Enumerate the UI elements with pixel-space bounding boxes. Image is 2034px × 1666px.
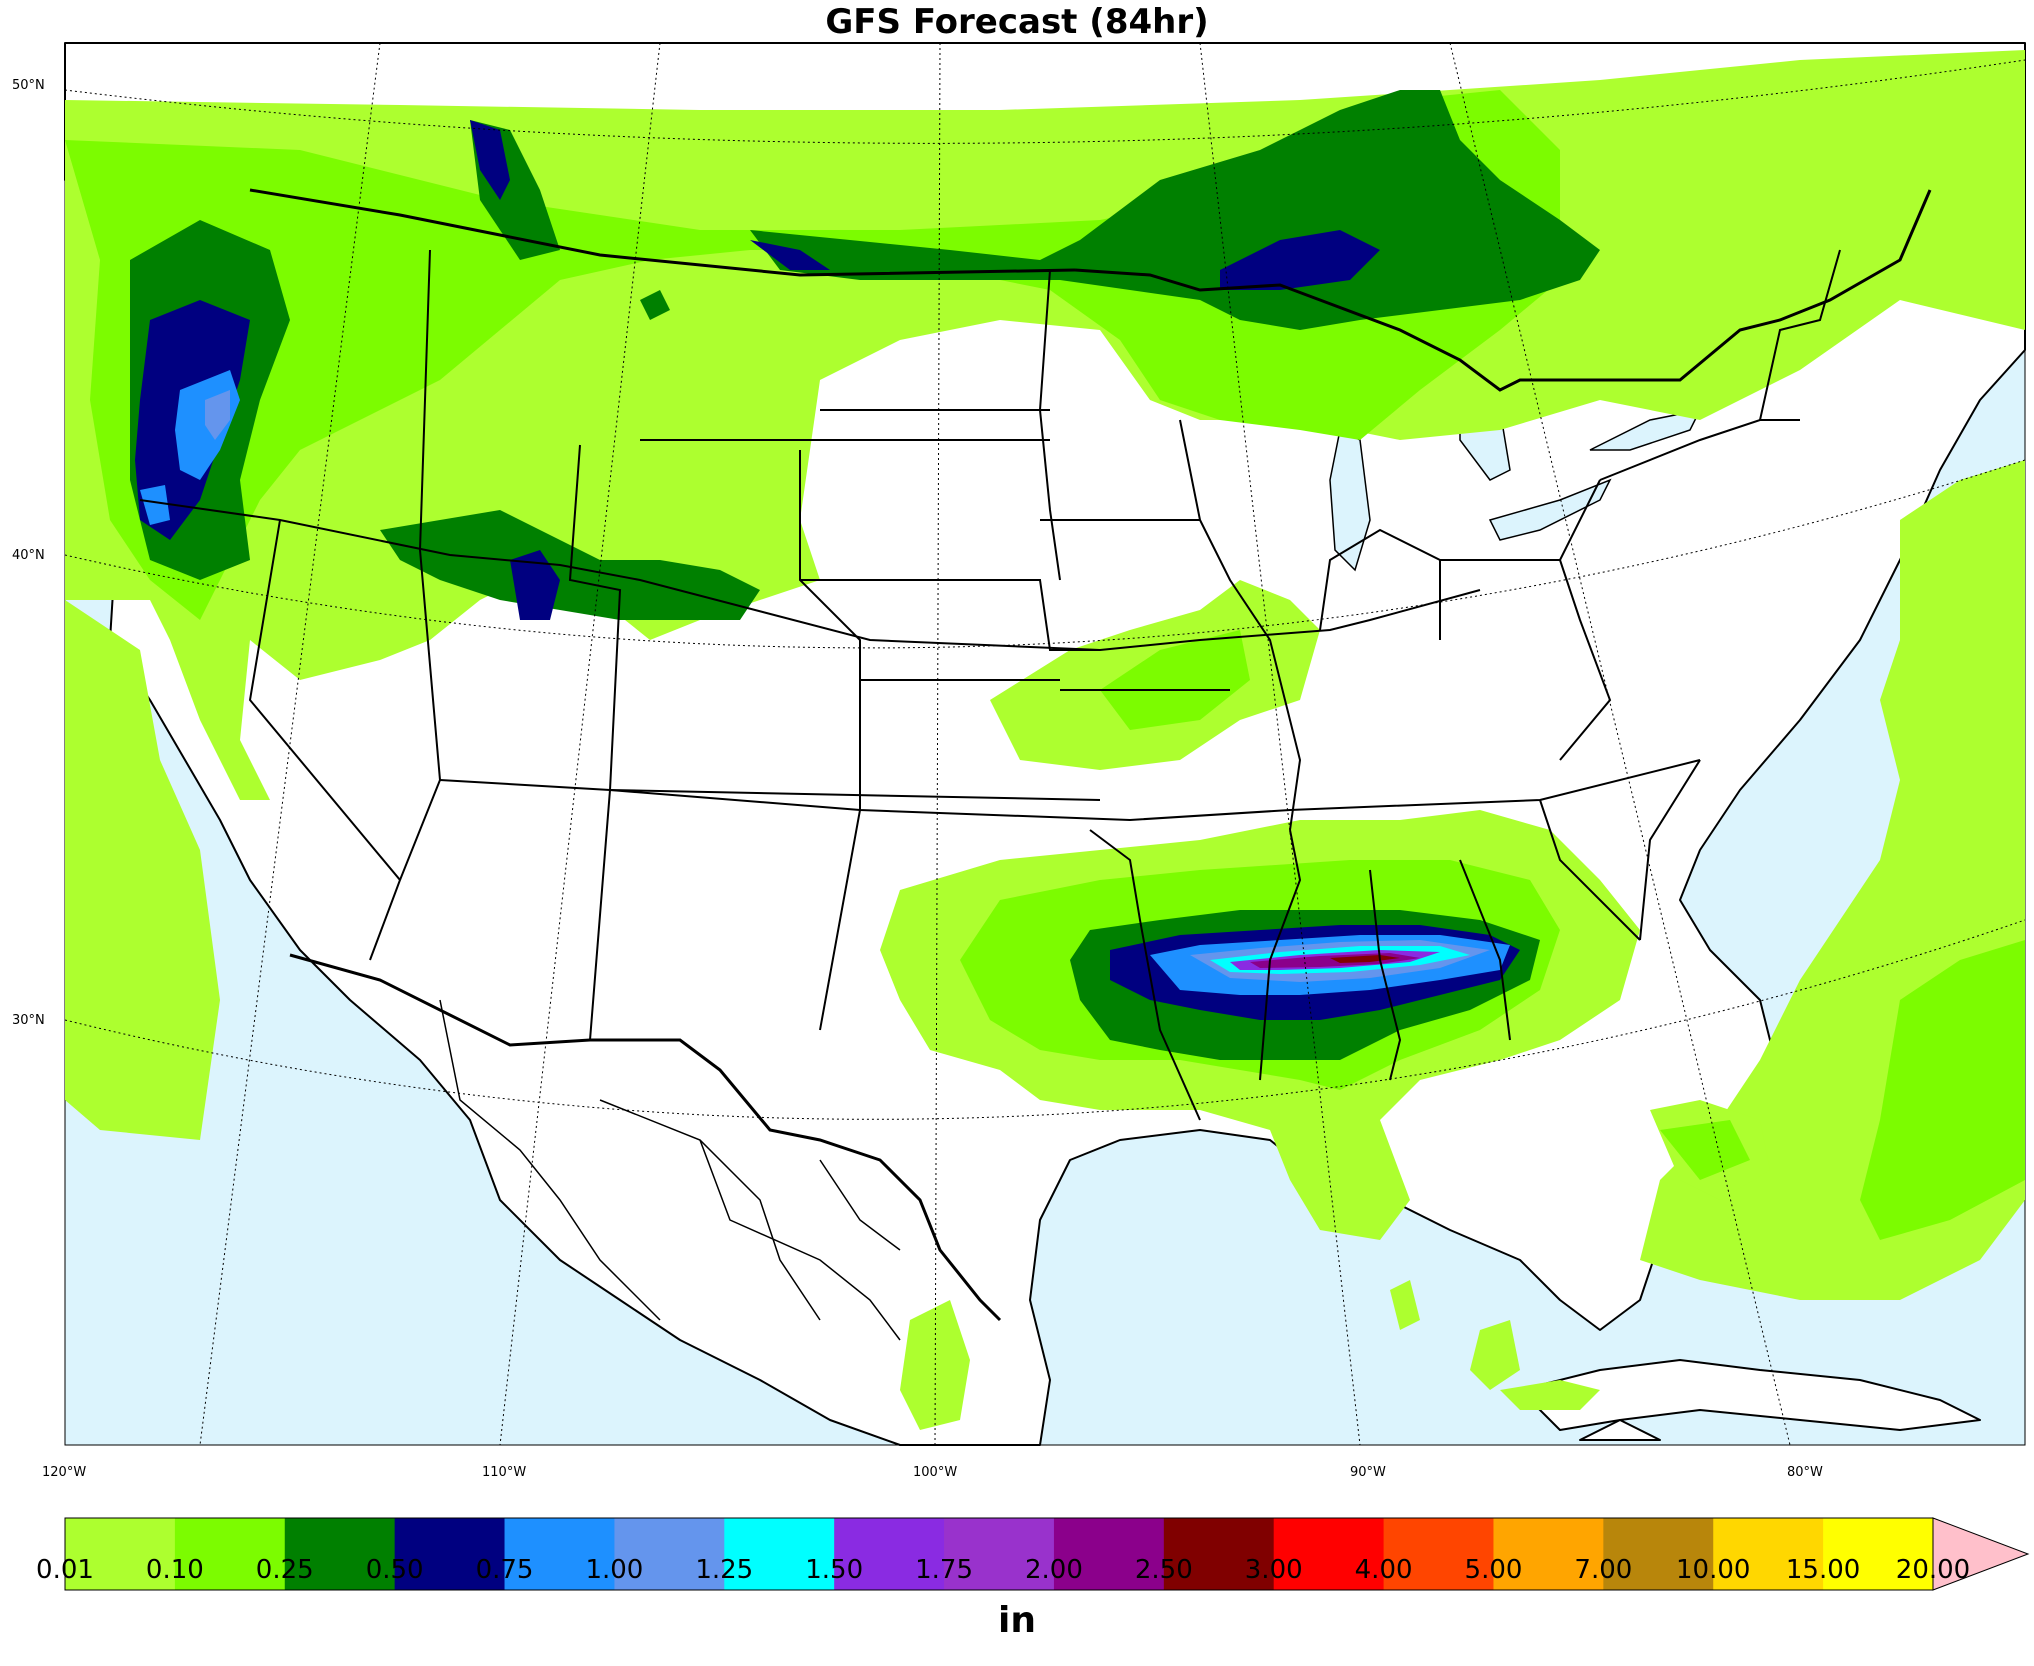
lat-label-50: 50°N [12, 78, 45, 93]
colorbar-swatch [1603, 1518, 1714, 1590]
colorbar-tick-label: 1.25 [695, 1555, 754, 1585]
colorbar-swatch [65, 1518, 176, 1590]
colorbar-swatch [394, 1518, 506, 1590]
colorbar-swatch [614, 1518, 725, 1590]
colorbar-swatch [1163, 1518, 1275, 1590]
colorbar-tick-label: 2.00 [1024, 1555, 1083, 1585]
lon-label-120: 120°W [42, 1465, 87, 1480]
colorbar [64, 1517, 2030, 1591]
colorbar-units: in [998, 1600, 1036, 1641]
colorbar-tick-label: 4.00 [1354, 1555, 1413, 1585]
colorbar-tick-label: 0.50 [365, 1555, 424, 1585]
precip-2.50 [1330, 955, 1400, 963]
colorbar-swatch [1493, 1518, 1604, 1590]
colorbar-tick-label: 3.00 [1244, 1555, 1303, 1585]
lat-label-40: 40°N [12, 548, 45, 563]
lon-label-100: 100°W [913, 1465, 958, 1480]
colorbar-swatch [1713, 1518, 1824, 1590]
colorbar-swatch [1823, 1518, 1934, 1590]
colorbar-swatch [284, 1518, 396, 1590]
colorbar-tick-label: 2.50 [1134, 1555, 1193, 1585]
colorbar-swatch [174, 1518, 286, 1590]
lat-label-30: 30°N [12, 1013, 45, 1028]
lon-label-80: 80°W [1787, 1465, 1823, 1480]
country-borders [249, 188, 1932, 1322]
map-title: GFS Forecast (84hr) [825, 2, 1209, 42]
colorbar-tick-label: 0.10 [145, 1555, 204, 1585]
colorbar-tick-label: 0.75 [475, 1555, 534, 1585]
lon-label-110: 110°W [482, 1465, 527, 1480]
colorbar-swatch [1383, 1518, 1494, 1590]
colorbar-tick-label: 1.00 [585, 1555, 644, 1585]
colorbar-tick-label: 15.00 [1785, 1555, 1861, 1585]
mexico-borders [439, 999, 901, 1341]
colorbar-tick-label: 20.00 [1895, 1555, 1971, 1585]
colorbar-swatch [724, 1518, 835, 1590]
colorbar-tick-label: 5.00 [1464, 1555, 1523, 1585]
colorbar-swatch [944, 1518, 1055, 1590]
colorbar-tick-label: 7.00 [1574, 1555, 1633, 1585]
colorbar-swatch [1273, 1518, 1385, 1590]
colorbar-outline [64, 1517, 1934, 1591]
colorbar-swatch [1053, 1518, 1165, 1590]
colorbar-swatch [504, 1518, 615, 1590]
colorbar-tick-label: 1.50 [805, 1555, 864, 1585]
state-borders [139, 249, 1841, 1121]
colorbar-tick-label: 0.01 [36, 1555, 94, 1585]
colorbar-tick-label: 10.00 [1676, 1555, 1751, 1585]
colorbar-tick-label: 1.75 [915, 1555, 973, 1585]
lon-label-90: 90°W [1350, 1465, 1386, 1480]
graticule [64, 42, 2026, 1446]
colorbar-swatch [834, 1518, 945, 1590]
colorbar-tick-label: 0.25 [255, 1555, 314, 1585]
